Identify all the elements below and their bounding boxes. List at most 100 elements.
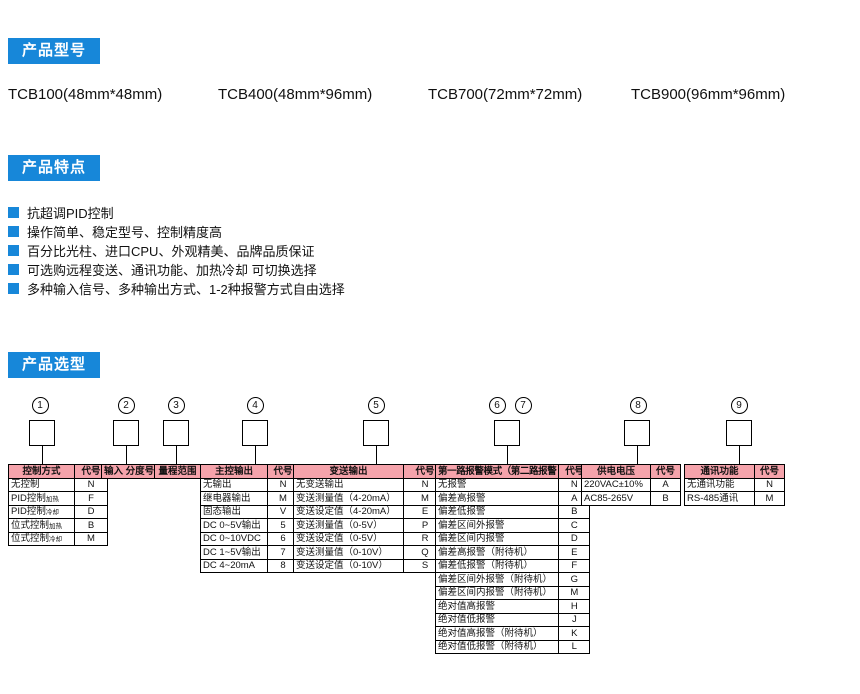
option-label: 变送测量值（0-5V） bbox=[293, 518, 404, 533]
table-row: 偏差低报警（附待机） F bbox=[434, 558, 591, 573]
feature-text: 操作简单、稳定型号、控制精度高 bbox=[27, 225, 223, 240]
table-row: DC 1~5V输出 7 bbox=[200, 545, 299, 560]
circled-number-3: 3 bbox=[167, 397, 185, 414]
feature-item: 操作简单、稳定型号、控制精度高 bbox=[8, 222, 345, 241]
option-label: 无通讯功能 bbox=[684, 477, 755, 492]
main-output: 主控输出 代号 无输出 N 继电器输出 M 固态输出 V DC 0~5V输出 5 DC 0~10VD… bbox=[200, 464, 299, 573]
table-row: 偏差高报警 A bbox=[434, 491, 591, 506]
connector-line bbox=[255, 446, 256, 464]
option-code: E bbox=[558, 545, 591, 560]
table-row: 绝对值高报警 H bbox=[434, 599, 591, 614]
section-badge-product-selection: 产品选型 bbox=[8, 352, 101, 378]
communication: 通讯功能 代号 无通讯功能 N RS-485通讯 M bbox=[684, 464, 785, 506]
option-code: H bbox=[558, 599, 591, 614]
option-label-subscript: 加热 bbox=[45, 495, 59, 503]
option-code: C bbox=[558, 518, 591, 533]
circled-number-4: 4 bbox=[246, 397, 264, 414]
option-label: AC85-265V bbox=[581, 491, 651, 506]
table-row: 变送设定值（0-10V） S bbox=[293, 558, 447, 573]
column-header: 代号 bbox=[650, 464, 681, 479]
option-label: 偏差区间外报警 bbox=[434, 518, 560, 533]
model-tcb100: TCB100(48mm*48mm) bbox=[8, 86, 163, 103]
option-code: D bbox=[74, 504, 108, 519]
alarm-mode: 第一路报警模式（第二路报警 代号 无报警 N 偏差高报警 A 偏差低报警 B 偏差区间外报警 C 偏… bbox=[434, 464, 591, 654]
table-row: 固态输出 V bbox=[200, 504, 299, 519]
square-bullet-icon bbox=[8, 245, 19, 256]
table-row: 无控制 N bbox=[8, 477, 108, 492]
option-code: N bbox=[754, 477, 785, 492]
option-code: J bbox=[558, 612, 591, 627]
option-label: 绝对值高报警 bbox=[434, 599, 560, 614]
communication-table: 通讯功能 代号 无通讯功能 N RS-485通讯 M bbox=[684, 464, 785, 506]
option-code: M bbox=[754, 491, 785, 506]
option-label: 偏差低报警 bbox=[434, 504, 560, 519]
section-badge-product-model: 产品型号 bbox=[8, 38, 101, 64]
table-row: 位式控制冷却 M bbox=[8, 531, 108, 546]
control-mode-table: 控制方式 代号 无控制 N PID控制加热 F PID控制冷却 D 位式控制加热 B 位式控制冷却 M bbox=[8, 464, 108, 546]
option-label: 偏差高报警（附待机） bbox=[434, 545, 560, 560]
alarm-mode-table: 第一路报警模式（第二路报警 代号 无报警 N 偏差高报警 A 偏差低报警 B 偏差区间外报警 C 偏… bbox=[434, 464, 591, 654]
option-code: A bbox=[650, 477, 681, 492]
option-label: DC 1~5V输出 bbox=[200, 545, 268, 560]
option-label: 偏差区间内报警（附待机） bbox=[434, 585, 560, 600]
main-output-table: 主控输出 代号 无输出 N 继电器输出 M 固态输出 V DC 0~5V输出 5 DC 0~10VD… bbox=[200, 464, 299, 573]
option-code: 8 bbox=[267, 558, 299, 573]
option-label: DC 0~10VDC bbox=[200, 531, 268, 546]
table-row: 继电器输出 M bbox=[200, 491, 299, 506]
column-header: 代号 bbox=[74, 464, 108, 479]
table-row: 无输出 N bbox=[200, 477, 299, 492]
table-row: 变送测量值（0-10V） Q bbox=[293, 545, 447, 560]
table-row: 无变送输出 N bbox=[293, 477, 447, 492]
table-row: 偏差区间内报警（附待机） M bbox=[434, 585, 591, 600]
table-row: DC 4~20mA 8 bbox=[200, 558, 299, 573]
column-header: 变送输出 bbox=[293, 464, 404, 479]
circled-number-1: 1 bbox=[31, 397, 49, 414]
option-label: 偏差低报警（附待机） bbox=[434, 558, 560, 573]
option-label: PID控制冷却 bbox=[8, 504, 75, 519]
table-row: 变送测量值（0-5V） P bbox=[293, 518, 447, 533]
connector-line bbox=[176, 446, 177, 464]
code-box-6-7 bbox=[494, 420, 520, 446]
table-row: 绝对值低报警（附待机） L bbox=[434, 639, 591, 654]
feature-text: 百分比光柱、进口CPU、外观精美、品牌品质保证 bbox=[27, 244, 315, 259]
transmit-output: 变送输出 代号 无变送输出 N 变送测量值（4-20mA） M 变送设定值（4-20mA） E… bbox=[293, 464, 447, 573]
option-label: 固态输出 bbox=[200, 504, 268, 519]
column-header: 代号 bbox=[754, 464, 785, 479]
option-label: 偏差区间外报警（附待机） bbox=[434, 572, 560, 587]
connector-line bbox=[637, 446, 638, 464]
square-bullet-icon bbox=[8, 264, 19, 275]
option-label: 继电器输出 bbox=[200, 491, 268, 506]
connector-line bbox=[376, 446, 377, 464]
feature-list: 抗超调PID控制 操作简单、稳定型号、控制精度高 百分比光柱、进口CPU、外观精… bbox=[8, 203, 345, 298]
table-row: 偏差高报警（附待机） E bbox=[434, 545, 591, 560]
circled-number-6: 6 bbox=[488, 397, 506, 414]
option-label: DC 0~5V输出 bbox=[200, 518, 268, 533]
option-label: 绝对值高报警（附待机） bbox=[434, 626, 560, 641]
table-row: 变送设定值（0-5V） R bbox=[293, 531, 447, 546]
feature-item: 抗超调PID控制 bbox=[8, 203, 345, 222]
feature-item: 多种输入信号、多种输出方式、1-2种报警方式自由选择 bbox=[8, 279, 345, 298]
option-code: D bbox=[558, 531, 591, 546]
square-bullet-icon bbox=[8, 226, 19, 237]
table-row: 绝对值高报警（附待机） K bbox=[434, 626, 591, 641]
circled-number-5: 5 bbox=[367, 397, 385, 414]
option-label: DC 4~20mA bbox=[200, 558, 268, 573]
code-box-8 bbox=[624, 420, 650, 446]
option-label-subscript: 加热 bbox=[49, 522, 63, 530]
table-row: PID控制加热 F bbox=[8, 491, 108, 506]
square-bullet-icon bbox=[8, 207, 19, 218]
column-header: 第一路报警模式（第二路报警 bbox=[434, 464, 560, 479]
table-row: 变送设定值（4-20mA） E bbox=[293, 504, 447, 519]
feature-text: 抗超调PID控制 bbox=[27, 206, 114, 221]
power-supply-table: 供电电压 代号 220VAC±10% A AC85-265V B bbox=[581, 464, 681, 506]
column-header: 主控输出 bbox=[200, 464, 268, 479]
model-tcb400: TCB400(48mm*96mm) bbox=[218, 86, 373, 103]
option-label: 变送测量值（0-10V） bbox=[293, 545, 404, 560]
option-code: V bbox=[267, 504, 299, 519]
column-header: 通讯功能 bbox=[684, 464, 755, 479]
table-row: 偏差区间内报警 D bbox=[434, 531, 591, 546]
control-mode: 控制方式 代号 无控制 N PID控制加热 F PID控制冷却 D 位式控制加热 B 位式控制冷却 M bbox=[8, 464, 108, 546]
table-row: 位式控制加热 B bbox=[8, 518, 108, 533]
table-row: 偏差区间外报警（附待机） G bbox=[434, 572, 591, 587]
